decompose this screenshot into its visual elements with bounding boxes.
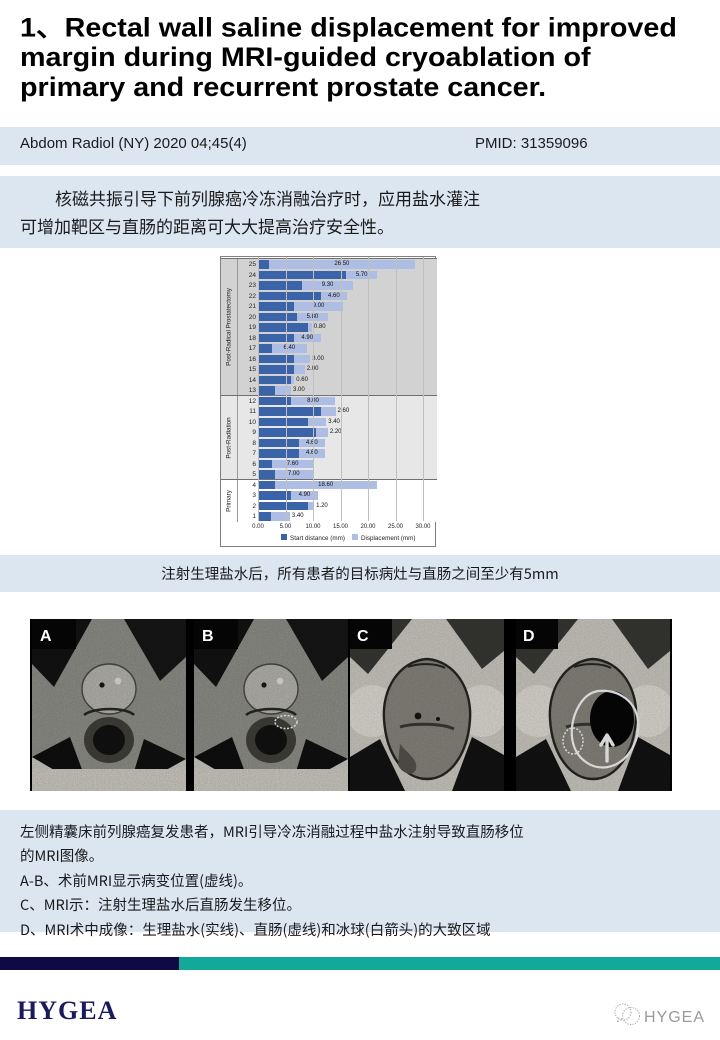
svg-text:D: D — [523, 628, 535, 645]
svg-text:HYGEA: HYGEA — [644, 1009, 705, 1026]
svg-text:C: C — [357, 628, 369, 645]
svg-text:A: A — [40, 628, 52, 645]
svg-text:B: B — [202, 628, 214, 645]
